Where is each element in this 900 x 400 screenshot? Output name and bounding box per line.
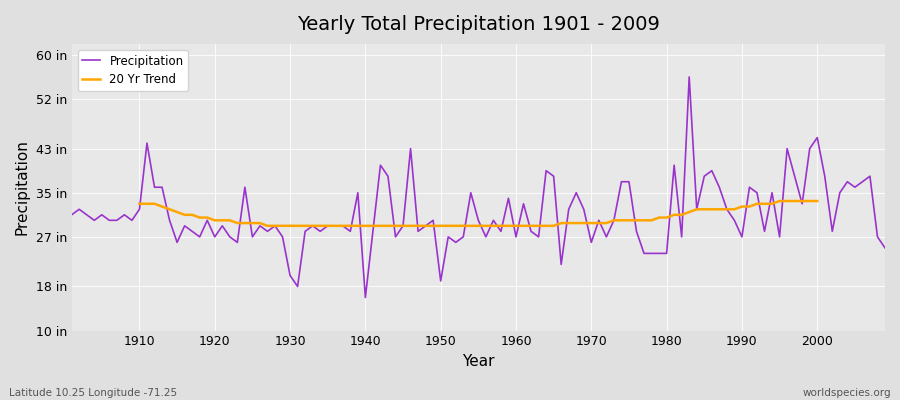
20 Yr Trend (533, 224, 544, 228)
20 Yr Trend (774, 199, 785, 204)
20 Yr Trend (262, 224, 273, 228)
Precipitation (608, 218, 619, 223)
20 Yr Trend (315, 224, 326, 228)
Precipitation (338, 224, 348, 228)
20 Yr Trend (812, 199, 823, 204)
Precipitation (127, 218, 138, 223)
20 Yr Trend (134, 201, 145, 206)
Legend: Precipitation, 20 Yr Trend: Precipitation, 20 Yr Trend (77, 50, 188, 91)
Title: Yearly Total Precipitation 1901 - 2009: Yearly Total Precipitation 1901 - 2009 (297, 15, 660, 34)
Precipitation (518, 201, 529, 206)
Line: 20 Yr Trend: 20 Yr Trend (140, 201, 817, 226)
Precipitation (360, 295, 371, 300)
Text: worldspecies.org: worldspecies.org (803, 388, 891, 398)
20 Yr Trend (217, 218, 228, 223)
Precipitation (292, 284, 303, 289)
Line: Precipitation: Precipitation (72, 77, 885, 298)
Precipitation (684, 74, 695, 79)
20 Yr Trend (300, 224, 310, 228)
Text: Latitude 10.25 Longitude -71.25: Latitude 10.25 Longitude -71.25 (9, 388, 177, 398)
Precipitation (879, 246, 890, 250)
20 Yr Trend (805, 199, 815, 204)
Precipitation (67, 212, 77, 217)
X-axis label: Year: Year (462, 354, 495, 369)
20 Yr Trend (714, 207, 724, 212)
Precipitation (510, 234, 521, 239)
Y-axis label: Precipitation: Precipitation (15, 139, 30, 235)
